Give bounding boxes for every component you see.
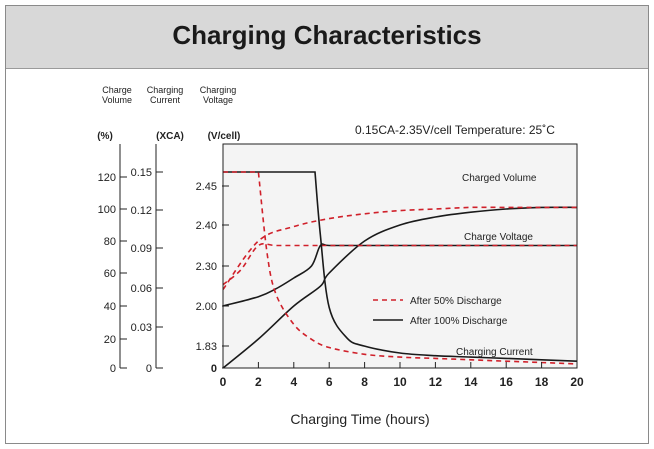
axis-header--1: Volume — [102, 95, 132, 105]
x-tick-label: 10 — [393, 375, 407, 389]
axis-tick-label-: 80 — [104, 236, 116, 248]
axis-tick-label-: 0 — [110, 363, 116, 375]
axis-tick-label-xca: 0.09 — [131, 243, 152, 255]
title-bar: Charging Characteristics — [6, 6, 648, 69]
axis-unit-xca: (XCA) — [156, 131, 184, 142]
chart-title: Charging Characteristics — [172, 20, 482, 50]
left-axes: ChargeVolume(%)020406080100120ChargingCu… — [97, 85, 240, 375]
axis-tick-label-: 60 — [104, 268, 116, 280]
axis-tick-label-vcell: 1.83 — [196, 341, 217, 353]
x-tick-label: 2 — [255, 375, 262, 389]
axis-header-vcell-0: Charging — [200, 85, 237, 95]
chart-subtitle: 0.15CA-2.35V/cell Temperature: 25˚C — [355, 123, 555, 137]
axis-tick-label-xca: 0.06 — [131, 283, 152, 295]
x-tick-label: 0 — [220, 375, 227, 389]
series-line-charging-current-50 — [223, 171, 578, 365]
axis-unit-vcell: (V/cell) — [208, 131, 241, 142]
x-tick-label: 4 — [290, 375, 297, 389]
plot-area — [223, 144, 577, 368]
axis-tick-label-xca: 0.15 — [131, 167, 152, 179]
axis-tick-label-vcell: 2.00 — [196, 301, 217, 313]
legend-label-100: After 100% Discharge — [410, 316, 508, 327]
axis-header-xca-0: Charging — [147, 85, 184, 95]
x-tick-label: 14 — [464, 375, 478, 389]
axis-unit-: (%) — [97, 131, 113, 142]
x-tick-label: 8 — [361, 375, 368, 389]
x-tick-label: 18 — [535, 375, 549, 389]
axis-tick-label-: 120 — [98, 172, 116, 184]
axis-tick-label-: 100 — [98, 204, 116, 216]
axis-header-vcell-1: Voltage — [203, 95, 233, 105]
axis-tick-label-: 20 — [104, 334, 116, 346]
x-tick-label: 12 — [429, 375, 443, 389]
curve-label-charge-voltage: Charge Voltage — [464, 232, 533, 243]
axis-tick-label-xca: 0.03 — [131, 322, 152, 334]
axis-header-xca-1: Current — [150, 95, 181, 105]
series-group — [222, 171, 578, 369]
series-line-charge-voltage-50 — [222, 242, 577, 286]
x-tick-label: 16 — [500, 375, 514, 389]
x-axis: 0 2 4 6 8 10 12 14 16 18 20 — [220, 362, 584, 389]
x-tick-label: 20 — [570, 375, 584, 389]
axis-header--0: Charge — [102, 85, 132, 95]
series-line-charging-current-100 — [223, 171, 578, 362]
curve-label-charged-volume: Charged Volume — [462, 173, 537, 184]
axis-tick-label-vcell: 2.30 — [196, 261, 217, 273]
axis-tick-label-vcell: 2.40 — [196, 220, 217, 232]
x-tick-label: 6 — [326, 375, 333, 389]
axis-tick-label-xca: 0.12 — [131, 205, 152, 217]
x-axis-label: Charging Time (hours) — [290, 411, 429, 427]
legend-label-50: After 50% Discharge — [410, 296, 502, 307]
axis-tick-label-: 40 — [104, 301, 116, 313]
series-line-charged-volume-100 — [222, 206, 578, 369]
axis-tick-label-vcell: 0 — [211, 363, 217, 375]
axis-tick-label-vcell: 2.45 — [196, 181, 217, 193]
axis-tick-label-xca: 0 — [146, 363, 152, 375]
legend: After 50% Discharge After 100% Discharge — [373, 296, 508, 327]
curve-label-charging-current: Charging Current — [456, 347, 533, 358]
